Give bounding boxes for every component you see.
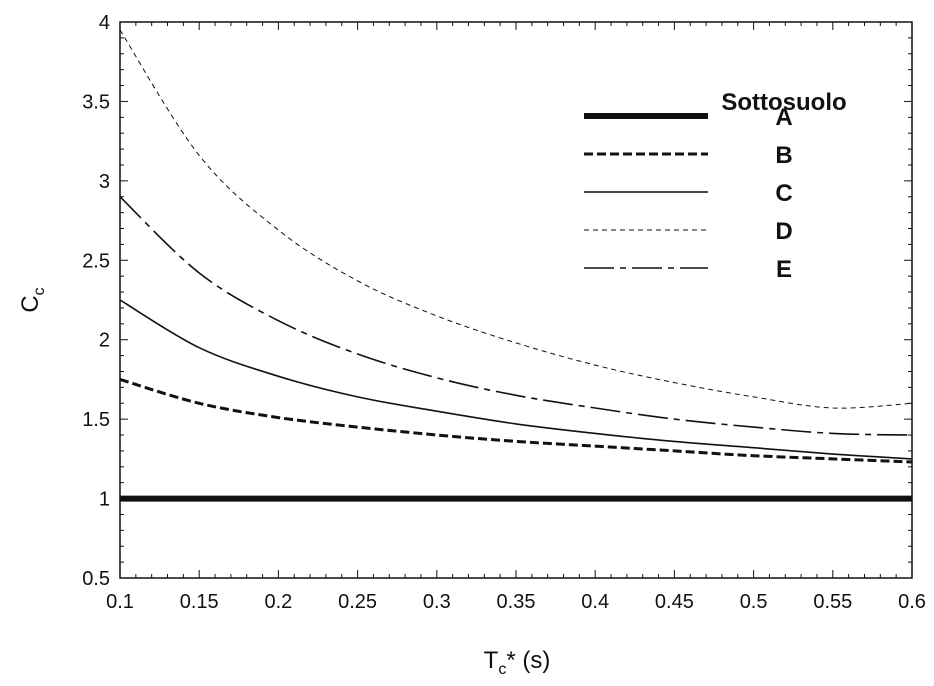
x-tick-label: 0.5 [740,591,768,613]
series-line-d [119,29,913,409]
legend-label-b: B [775,142,792,169]
y-tick-label: 2.5 [82,250,110,272]
x-tick-label: 0.25 [338,591,377,613]
legend-label-a: A [775,104,792,131]
legend-label-c: C [775,180,792,207]
series-line-c [119,299,913,460]
y-tick-label: 3 [99,171,110,193]
y-tick-label: 1 [99,489,110,511]
y-ticks: 0.5 1 1.5 2 2.5 3 3.5 4 [82,12,912,590]
legend-label-e: E [776,256,792,283]
legend-title: Sottosuolo [721,89,846,116]
y-tick-label: 2 [99,330,110,352]
curves [119,29,913,502]
series-line-b [119,377,913,464]
y-tick-label: 1.5 [82,409,110,431]
x-tick-label: 0.55 [813,591,852,613]
y-axis-title: Cc [17,287,48,312]
x-tick-label: 0.45 [655,591,694,613]
y-tick-label: 3.5 [82,91,110,113]
series-line-e [119,196,913,436]
x-tick-label: 0.4 [581,591,609,613]
x-ticks: 0.1 0.15 0.2 0.25 0.3 0.35 0.4 0.45 0.5 0.55 0.6 [106,22,926,613]
x-tick-label: 0.15 [180,591,219,613]
x-tick-label: 0.2 [264,591,292,613]
y-tick-label: 4 [99,12,110,34]
y-tick-label: 0.5 [82,568,110,590]
x-tick-label: 0.35 [497,591,536,613]
legend-label-d: D [775,218,792,245]
x-tick-label: 0.6 [898,591,926,613]
x-tick-label: 0.3 [423,591,451,613]
x-axis-title: Tc* (s) [484,647,551,678]
x-tick-label: 0.1 [106,591,134,613]
